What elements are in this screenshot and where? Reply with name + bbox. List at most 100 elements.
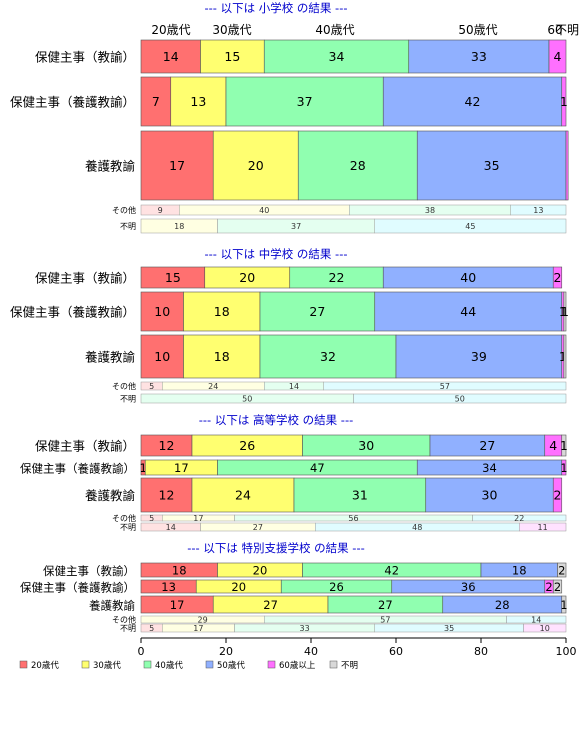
data-label: 27 (253, 523, 263, 532)
bar-segment (191, 477, 295, 513)
data-label: 31 (352, 488, 368, 503)
x-tick-label: 100 (556, 645, 577, 658)
data-label: 47 (310, 461, 325, 475)
bar-segment (563, 334, 567, 379)
bar-segment (140, 130, 214, 201)
legend-swatch (143, 660, 152, 669)
data-label: 50 (242, 395, 252, 404)
data-label: 27 (378, 598, 393, 612)
data-label: 24 (235, 488, 251, 503)
age-label-30s: 30歳代 (212, 23, 251, 37)
data-label: 11 (538, 523, 548, 532)
data-label: 28 (350, 158, 366, 173)
data-label: 57 (380, 616, 390, 625)
legend-swatch (267, 660, 276, 669)
legend-label: 30歳代 (93, 660, 121, 671)
row-label-small: その他 (112, 205, 136, 215)
data-label: 34 (329, 49, 345, 64)
legend-label: 60歳以上 (279, 660, 316, 671)
data-label: 18 (174, 222, 184, 231)
data-label: 39 (471, 349, 487, 364)
bar-segment (548, 39, 567, 74)
data-label: 14 (531, 616, 541, 625)
x-tick-label: 0 (138, 645, 145, 658)
row-label: 保健主事（養護教諭） (20, 462, 135, 476)
bar-segment (552, 266, 563, 289)
age-label-40s: 40歳代 (315, 23, 354, 37)
bar-segment (565, 130, 569, 201)
data-label: 1 (561, 304, 569, 319)
data-label: 1 (560, 461, 567, 475)
data-label: 4 (549, 438, 557, 453)
bar-segment (297, 130, 418, 201)
row-label: 養護教諭 (89, 599, 135, 613)
bar-segment (472, 514, 567, 522)
data-label: 34 (482, 461, 497, 475)
age-label-20s: 20歳代 (151, 23, 190, 37)
bar-segment (552, 579, 563, 594)
data-label: 18 (214, 304, 230, 319)
row-label: 保健主事（教諭） (35, 271, 135, 286)
legend-label: 不明 (341, 661, 358, 671)
data-label: 33 (471, 49, 487, 64)
data-label: 56 (348, 514, 358, 523)
legend-swatch (19, 660, 28, 669)
data-label: 12 (159, 438, 175, 453)
data-label: 20 (231, 580, 246, 594)
legend-label: 40歳代 (155, 660, 183, 671)
data-label: 13 (190, 94, 206, 109)
data-label: 14 (166, 523, 176, 532)
data-label: 35 (484, 158, 500, 173)
row-label: 保健主事（教諭） (35, 439, 135, 454)
data-label: 44 (460, 304, 476, 319)
data-label: 17 (174, 461, 189, 475)
row-label: 保健主事（養護教諭） (10, 305, 135, 320)
data-label: 9 (158, 206, 163, 215)
data-label: 17 (170, 598, 185, 612)
data-label: 27 (263, 598, 278, 612)
data-label: 1 (560, 438, 568, 453)
x-tick-label: 40 (304, 645, 318, 658)
bar-segment (425, 477, 554, 513)
data-label: 18 (214, 349, 230, 364)
row-label-small: その他 (112, 513, 136, 523)
row-label: 保健主事（養護教諭） (20, 581, 135, 595)
data-label: 38 (425, 206, 435, 215)
bar-segment (557, 562, 567, 578)
data-label: 1 (139, 461, 146, 475)
data-label: 17 (169, 158, 185, 173)
data-label: 20 (253, 564, 268, 578)
row-label-small: 不明 (120, 395, 136, 404)
data-label: 10 (154, 304, 170, 319)
data-label: 37 (291, 222, 301, 231)
data-label: 7 (152, 94, 160, 109)
data-label: 29 (198, 616, 208, 625)
data-label: 2 (554, 270, 562, 285)
bar-segment (374, 291, 563, 332)
bar-segment (416, 130, 567, 201)
bar-segment (225, 76, 384, 127)
bar-segment (293, 477, 427, 513)
data-label: 2 (545, 580, 552, 594)
row-label-small: 不明 (120, 222, 136, 231)
data-label: 1 (559, 304, 567, 319)
data-label: 5 (149, 624, 154, 633)
x-tick-label: 20 (219, 645, 233, 658)
panel-title: --- 以下は 小学校 の結果 --- (204, 1, 347, 15)
data-label: 24 (208, 382, 218, 391)
row-label: 養護教諭 (85, 159, 136, 174)
legend-swatch (205, 660, 214, 669)
legend-label: 20歳代 (31, 660, 59, 671)
bar-segment (561, 434, 567, 457)
row-label-small: 不明 (120, 624, 136, 633)
data-label: 27 (309, 304, 325, 319)
data-label: 30 (482, 488, 498, 503)
bar-segment (200, 39, 265, 74)
data-label: 42 (384, 564, 399, 578)
age-label-60s: 60 (547, 23, 562, 37)
row-label: 養護教諭 (85, 350, 136, 365)
bar-segment (510, 204, 567, 216)
data-label: 14 (289, 382, 299, 391)
data-label: 37 (297, 94, 313, 109)
data-label: 17 (193, 624, 203, 633)
